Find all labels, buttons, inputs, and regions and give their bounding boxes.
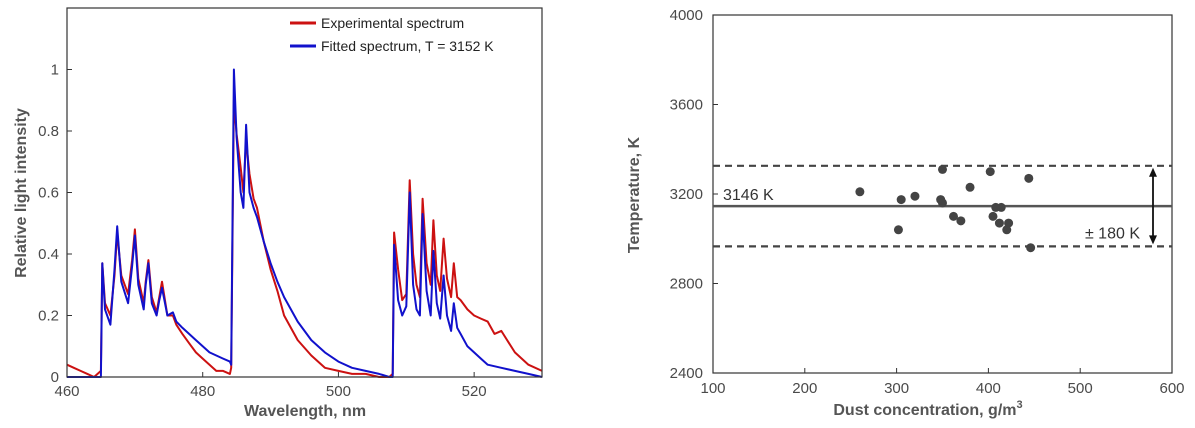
spectrum-y-axis-label: Relative light intensity [13, 108, 30, 278]
x-tick-label: 200 [792, 380, 817, 397]
spectrum-chart: 460 480 500 520 0 0.2 0.4 0.6 0.8 1 Wavelength, … [13, 7, 543, 420]
data-point [994, 218, 1004, 228]
spectrum-plot-frame [66, 7, 543, 378]
x-tick-label: 500 [1068, 380, 1093, 397]
x-tick-label: 300 [884, 380, 909, 397]
scatter-points-group [855, 164, 1036, 253]
spectrum-x-axis-label: Wavelength, nm [244, 403, 366, 420]
spectrum-series-group [66, 68, 543, 378]
y-tick-label: 2400 [670, 365, 703, 382]
data-point [1004, 218, 1014, 228]
y-tick-label: 0.6 [38, 185, 59, 202]
data-point [1026, 243, 1036, 253]
legend-label-experimental: Experimental spectrum [321, 15, 464, 31]
y-tick-label: 0.8 [38, 123, 59, 140]
temperature-plot-frame [712, 14, 1173, 374]
y-tick-label: 0 [51, 369, 59, 386]
arrow-head-down [1149, 235, 1157, 245]
spectrum-y-ticks: 0 0.2 0.4 0.6 0.8 1 [38, 62, 72, 386]
legend-label-fitted: Fitted spectrum, T = 3152 K [321, 38, 494, 54]
y-tick-label: 3600 [670, 97, 703, 114]
spectrum-x-ticks: 460 480 500 520 [54, 372, 487, 400]
x-tick-label: 400 [976, 380, 1001, 397]
temperature-y-axis-label: Temperature, K [626, 136, 643, 253]
temperature-chart: 3146 K ± 180 K 100 200 300 400 500 600 2400 28… [626, 7, 1185, 419]
x-tick-label: 500 [326, 383, 351, 400]
data-point [988, 211, 998, 221]
x-tick-label: 520 [462, 383, 487, 400]
data-point [893, 225, 903, 235]
arrow-head-up [1149, 167, 1157, 177]
mean-temperature-label: 3146 K [723, 187, 774, 204]
y-tick-label: 1 [51, 62, 59, 79]
y-tick-label: 3200 [670, 186, 703, 203]
temperature-y-ticks: 2400 2800 3200 3600 4000 [670, 7, 718, 382]
y-tick-label: 0.2 [38, 308, 59, 325]
deviation-arrow [1149, 167, 1157, 245]
data-point [1024, 173, 1034, 183]
data-point [985, 167, 995, 177]
data-point [896, 195, 906, 205]
data-point [938, 164, 947, 174]
x-tick-label: 600 [1159, 380, 1184, 397]
deviation-label: ± 180 K [1085, 225, 1140, 242]
data-point [956, 216, 966, 226]
data-point [910, 191, 920, 201]
spectrum-legend: Experimental spectrum Fitted spectrum, T… [290, 15, 494, 54]
data-point [938, 198, 947, 208]
y-tick-label: 4000 [670, 7, 703, 24]
temperature-x-ticks: 100 200 300 400 500 600 [700, 368, 1185, 397]
data-point [949, 211, 959, 221]
y-tick-label: 0.4 [38, 246, 59, 263]
y-tick-label: 2800 [670, 276, 703, 293]
data-point [996, 202, 1006, 212]
series-line-0 [66, 99, 543, 378]
x-tick-label: 100 [700, 380, 725, 397]
x-tick-label: 480 [190, 383, 215, 400]
x-tick-label: 460 [54, 383, 79, 400]
temperature-x-axis-label: Dust concentration, g/m3 [833, 399, 1022, 419]
data-point [855, 187, 865, 197]
data-point [965, 182, 975, 192]
series-line-1 [67, 68, 543, 378]
